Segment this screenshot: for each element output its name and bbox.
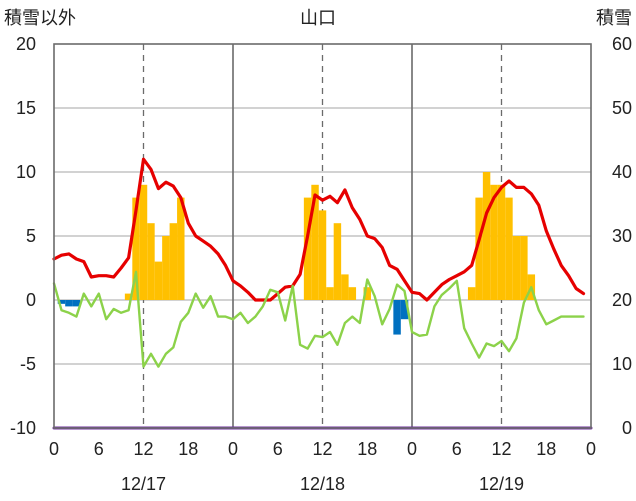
bar-mark — [333, 223, 342, 300]
bar-mark — [505, 197, 513, 300]
left-tick-label: -10 — [10, 418, 36, 438]
series-line — [52, 270, 585, 368]
left-tick-label: 0 — [26, 290, 36, 310]
right-tick-label: 20 — [612, 290, 632, 310]
bar-mark — [169, 223, 178, 300]
plot-frame — [53, 43, 592, 429]
x-tick-label: 18 — [536, 439, 556, 459]
left-tick-label: 20 — [16, 34, 36, 54]
right-tick-label: 0 — [622, 418, 632, 438]
bar-mark — [326, 287, 334, 300]
bar-mark — [318, 210, 327, 300]
bar-mark — [497, 184, 506, 300]
left-tick-label: 15 — [16, 98, 36, 118]
bar-series — [57, 172, 536, 335]
left-tick-label: -5 — [20, 354, 36, 374]
bar-mark — [162, 236, 170, 300]
bar-mark — [311, 184, 319, 300]
right-tick-label: 50 — [612, 98, 632, 118]
bar-mark — [72, 300, 81, 307]
right-tick-label: 40 — [612, 162, 632, 182]
x-tick-label: 0 — [228, 439, 238, 459]
right-tick-label: 30 — [612, 226, 632, 246]
x-tick-label: 0 — [49, 439, 59, 459]
left-axis-title: 積雪以外 — [4, 8, 76, 28]
bar-mark — [177, 197, 185, 300]
x-tick-label: 18 — [357, 439, 377, 459]
bar-mark — [154, 261, 163, 300]
left-tick-label: 5 — [26, 226, 36, 246]
bar-mark — [139, 184, 148, 300]
bar-mark — [341, 274, 349, 300]
day-label: 12/19 — [479, 474, 524, 494]
day-label: 12/17 — [121, 474, 166, 494]
bar-mark — [303, 197, 312, 300]
plot-border — [53, 43, 592, 429]
bar-mark — [147, 223, 155, 300]
x-tick-label: 12 — [312, 439, 332, 459]
x-tick-label: 0 — [407, 439, 417, 459]
series-line — [52, 157, 586, 302]
bar-mark — [482, 172, 491, 300]
x-tick-label: 12 — [491, 439, 511, 459]
bar-mark — [65, 300, 73, 307]
chart-title: 山口 — [300, 8, 336, 28]
bar-mark — [57, 300, 66, 304]
bar-mark — [124, 293, 133, 300]
x-tick-label: 18 — [178, 439, 198, 459]
right-tick-label: 60 — [612, 34, 632, 54]
bar-mark — [132, 197, 140, 300]
bar-mark — [363, 287, 371, 300]
bar-mark — [520, 236, 528, 300]
x-tick-label: 0 — [586, 439, 596, 459]
bar-mark — [393, 300, 401, 335]
x-tick-label: 6 — [94, 439, 104, 459]
right-tick-label: 10 — [612, 354, 632, 374]
bar-mark — [467, 287, 476, 300]
x-tick-label: 12 — [133, 439, 153, 459]
x-tick-label: 6 — [273, 439, 283, 459]
bar-mark — [512, 236, 521, 300]
x-tick-label: 6 — [452, 439, 462, 459]
bar-mark — [475, 197, 483, 300]
day-label: 12/18 — [300, 474, 345, 494]
bar-mark — [490, 184, 498, 300]
right-axis-title: 積雪 — [596, 8, 632, 28]
bar-mark — [400, 300, 409, 320]
bar-mark — [348, 287, 357, 300]
left-tick-label: 10 — [16, 162, 36, 182]
